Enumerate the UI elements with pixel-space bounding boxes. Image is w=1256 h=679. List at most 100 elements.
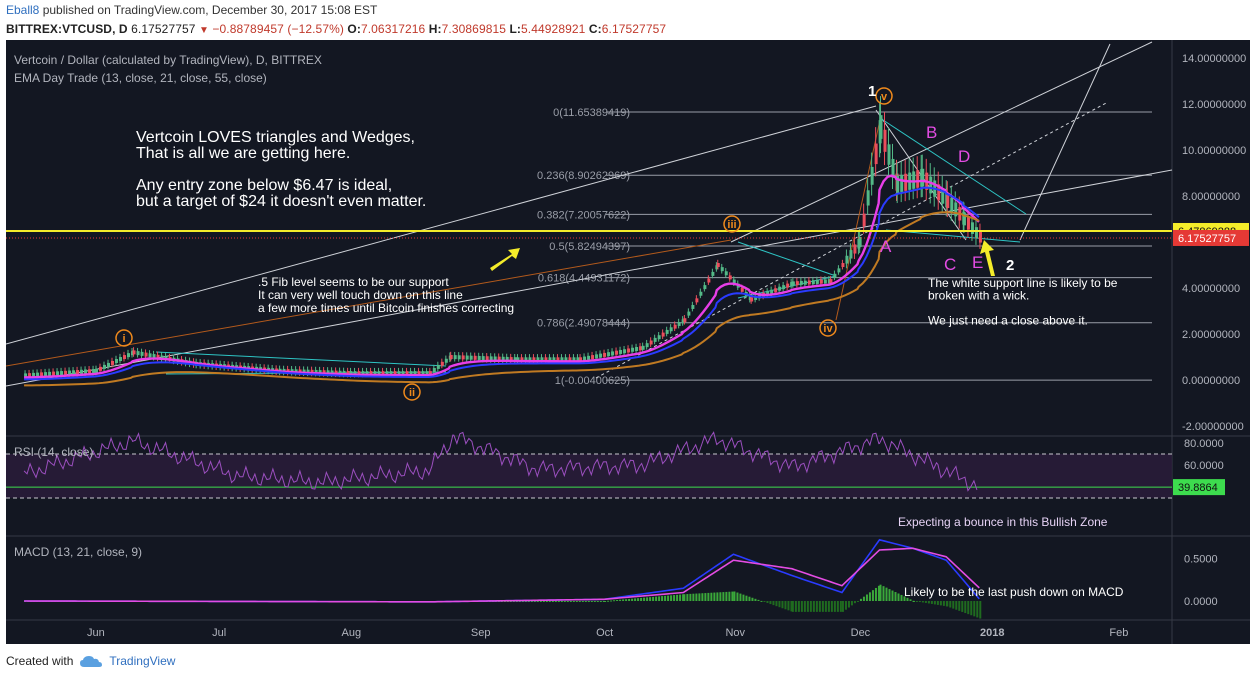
macd-histogram-bar (915, 601, 918, 602)
candle-body (900, 174, 904, 192)
candle-body (373, 371, 377, 376)
macd-histogram-bar (551, 601, 554, 602)
candle-body (457, 355, 461, 360)
macd-histogram-bar (719, 592, 722, 601)
high-label: H: (428, 22, 442, 36)
candle-body (436, 364, 440, 369)
candle-body (774, 288, 778, 293)
support-note-line: The white support line is likely to be (928, 276, 1118, 290)
candle-body (966, 217, 970, 230)
macd-histogram-bar (533, 601, 536, 602)
macd-histogram-bar (754, 598, 757, 601)
rsi-line (23, 431, 978, 492)
candle-body (342, 370, 346, 375)
macd-histogram-bar (604, 601, 607, 602)
author-link[interactable]: Eball8 (6, 3, 40, 17)
macd-histogram-bar (784, 601, 787, 610)
macd-histogram-bar (763, 601, 766, 602)
candle-body (24, 373, 28, 378)
candle-body (401, 371, 405, 376)
candle-body (88, 369, 92, 374)
macd-pane: MACD (13, 21, close, 9) 0.5000 0.0000 Likel… (14, 538, 1218, 619)
candle-body (724, 271, 728, 276)
channel-upper (730, 41, 1153, 243)
fib-retracement: 0(11.65389419) 0.236(8.90262969) 0.382(7.2… (537, 107, 1152, 387)
macd-histogram-bar (643, 597, 646, 601)
candle-body (440, 361, 444, 366)
candle-body (950, 197, 954, 213)
price-tick-label: 0.00000000 (1182, 375, 1240, 387)
candle-body (883, 129, 887, 152)
macd-histogram-bar (879, 584, 882, 601)
price-tick-label: 12.00000000 (1182, 99, 1246, 111)
candle-body (874, 143, 878, 165)
candle-body (136, 351, 140, 356)
nov-triangle-upper (737, 241, 837, 277)
rsi-legend: RSI (14, close) (14, 445, 93, 459)
macd-histogram-bar (885, 587, 888, 601)
triangle-upper (879, 117, 1027, 215)
macd-histogram-bar (946, 601, 949, 607)
candle-body (92, 368, 96, 373)
candle-body (858, 237, 862, 247)
macd-histogram-bar (667, 595, 670, 601)
candle-body (485, 356, 489, 361)
tradingview-link[interactable]: TradingView (109, 654, 176, 668)
candle-body (711, 271, 715, 276)
tradingview-cloud-icon (80, 656, 103, 667)
macd-histogram-bar (949, 601, 952, 608)
macd-histogram-bar (733, 591, 736, 601)
candle-body (560, 357, 564, 362)
wave-circle (403, 383, 421, 401)
macd-histogram-bar (970, 601, 973, 616)
chart-area[interactable]: 0(11.65389419) 0.236(8.90262969) 0.382(7.2… (6, 40, 1250, 644)
wave-label: iii (727, 219, 736, 231)
candle-body (469, 355, 473, 360)
ema-21-line (24, 186, 980, 381)
annotations: Vertcoin / Dollar (calculated by Trading… (14, 53, 1118, 401)
symbol-header: BITTREX:VTCUSD, D 6.17527757 ▼ −0.887894… (6, 22, 666, 36)
macd-histogram-bar (976, 601, 979, 618)
macd-histogram-bar (686, 594, 689, 601)
candle-body (95, 368, 98, 373)
triangle-lower (885, 229, 1021, 243)
candle-body (665, 329, 669, 334)
rsi-value-label: 39.8864 (1178, 482, 1218, 494)
candle-body (477, 355, 481, 360)
candle-body (595, 354, 599, 359)
chart-svg[interactable]: 0(11.65389419) 0.236(8.90262969) 0.382(7.2… (6, 40, 1250, 644)
target-line (1019, 43, 1111, 241)
macd-histogram-bar (877, 585, 880, 601)
candle-body (754, 295, 758, 300)
candle-body (811, 280, 815, 285)
candle-body (413, 371, 417, 376)
candle-body (361, 371, 365, 376)
candle-body (334, 370, 338, 375)
candle-body (657, 335, 661, 340)
candle-body (322, 370, 326, 375)
macd-histogram-bar (625, 599, 628, 601)
candle-body (683, 318, 687, 323)
fib-level-label: 0.382(7.20057622) (537, 209, 630, 221)
macd-histogram-bar (509, 601, 512, 602)
candle-body (707, 278, 711, 283)
macd-histogram-bar (731, 591, 734, 601)
candle-body (870, 166, 874, 185)
candle-body (740, 287, 744, 292)
macd-signal-line (24, 547, 980, 603)
time-tick-label: Jul (212, 627, 226, 639)
candle-body (912, 171, 916, 189)
macd-histogram-bar (587, 601, 590, 602)
candle-body (152, 354, 156, 359)
price-tick-label: 10.00000000 (1182, 145, 1246, 157)
candle-body (619, 349, 623, 354)
macd-histogram-bar (900, 594, 903, 601)
macd-histogram-bar (958, 601, 961, 611)
macd-histogram-bar (942, 601, 945, 606)
candle-body (473, 355, 477, 360)
pattern-point-a: A (880, 237, 892, 256)
macd-histogram-bar (602, 601, 605, 602)
candle-body (428, 371, 432, 376)
macd-histogram-bar (859, 598, 862, 601)
candle-body (720, 267, 724, 272)
